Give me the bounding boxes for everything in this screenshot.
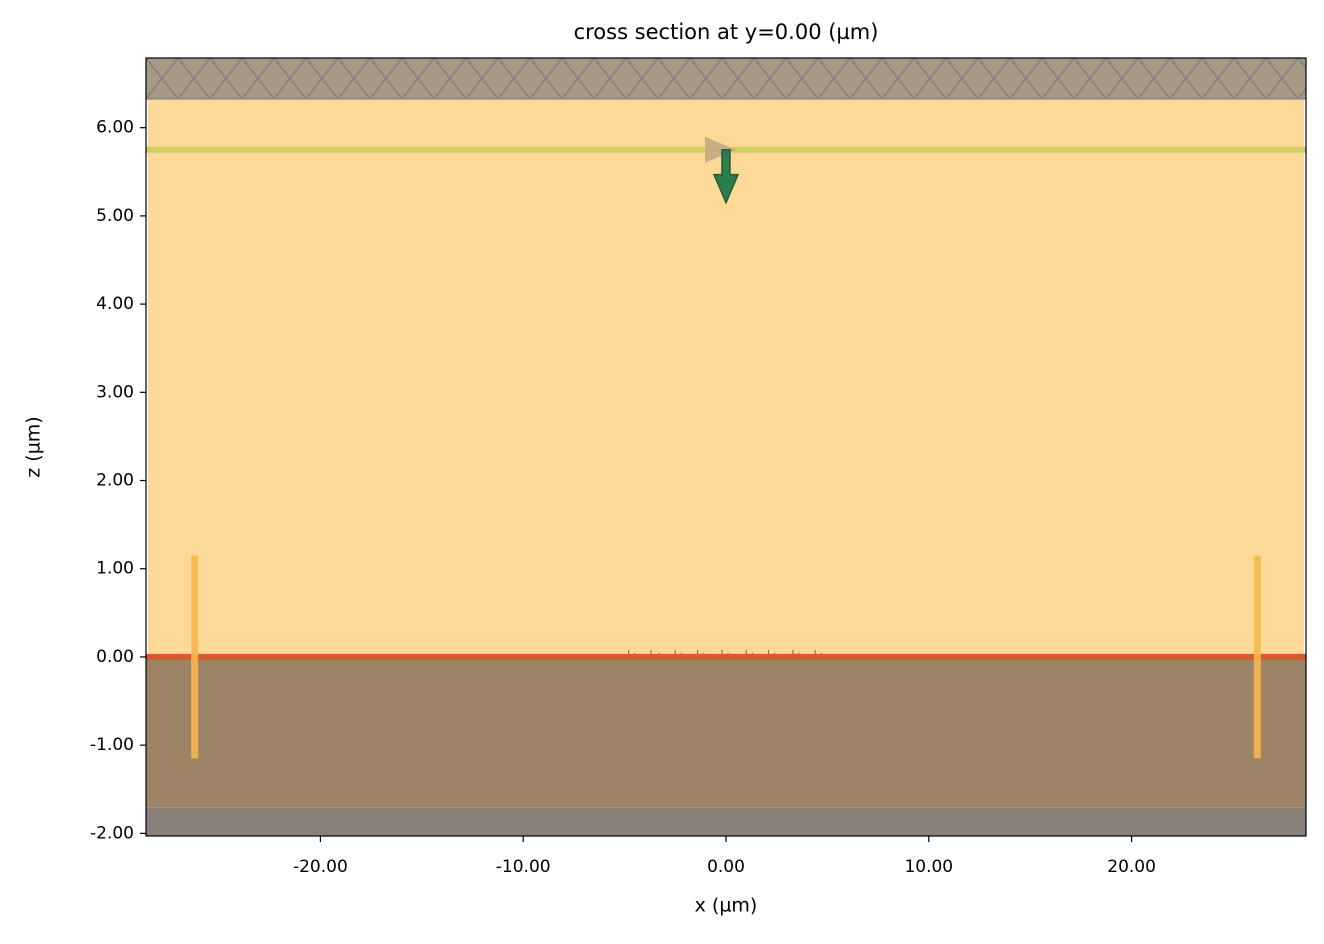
- x-tick-label: -10.00: [496, 857, 551, 877]
- source-arrow: [712, 148, 740, 205]
- y-axis-label: z (µm): [23, 416, 45, 477]
- y-tick-label: 0.00: [96, 647, 134, 667]
- y-tick-label: 3.00: [96, 382, 134, 402]
- y-tick-label: 2.00: [96, 471, 134, 491]
- axes: -20.00 -10.00 0.00 10.00 20.00 -2.00 -1.00 0.00…: [90, 57, 1307, 877]
- y-tick-label: 5.00: [96, 206, 134, 226]
- region-hatch: [146, 58, 1306, 99]
- x-tick-label: 10.00: [904, 857, 953, 877]
- x-tick-label: 20.00: [1107, 857, 1156, 877]
- x-tick-label: 0.00: [707, 857, 745, 877]
- chart-title: cross section at y=0.00 (µm): [574, 20, 879, 44]
- polarization-marker: [705, 136, 736, 163]
- plot-area: [146, 58, 1306, 836]
- y-tick-label: -1.00: [90, 735, 134, 755]
- x-axis-label: x (µm): [695, 895, 758, 917]
- region: [146, 807, 1306, 836]
- y-tick-label: 1.00: [96, 559, 134, 579]
- y-tick-label: 4.00: [96, 294, 134, 314]
- x-tick-label: -20.00: [293, 857, 348, 877]
- region: [146, 656, 1306, 808]
- y-tick-label: 6.00: [96, 118, 134, 138]
- y-tick-label: -2.00: [90, 823, 134, 843]
